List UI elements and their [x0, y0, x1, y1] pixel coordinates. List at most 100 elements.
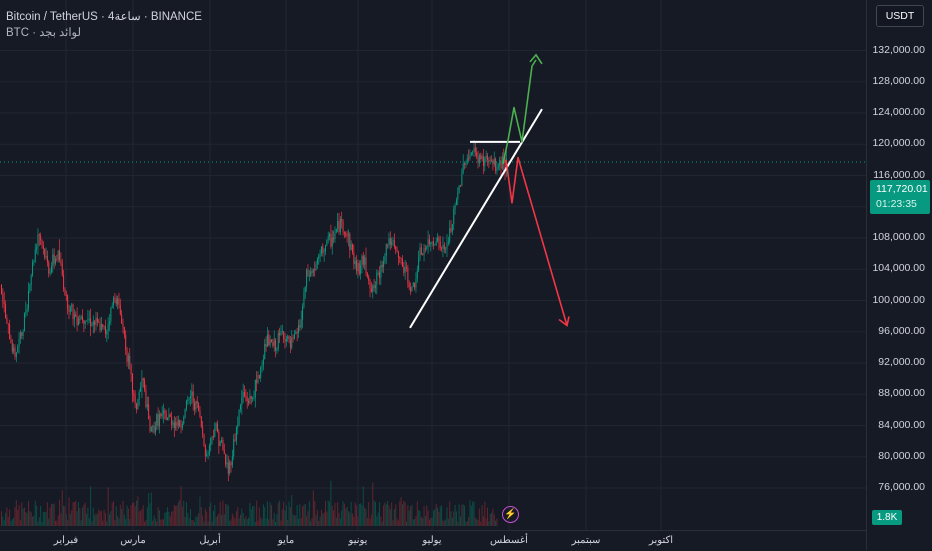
candle-body [160, 414, 162, 417]
volume-bar [415, 516, 417, 526]
price-chart[interactable] [0, 0, 866, 530]
candle-body [392, 240, 394, 242]
volume-bar [439, 506, 441, 526]
volume-bar [127, 508, 129, 526]
volume-bar [438, 511, 440, 526]
candle-body [71, 304, 73, 307]
volume-bar [272, 519, 274, 526]
currency-button[interactable]: USDT [876, 5, 924, 27]
volume-bar [473, 501, 475, 526]
candle-body [23, 313, 25, 332]
candle-body [150, 427, 152, 432]
candle-body [218, 432, 220, 446]
volume-bar [299, 504, 301, 526]
volume-bar [184, 516, 186, 526]
candle-body [146, 404, 148, 408]
candle-body [361, 255, 363, 266]
candle-body [482, 156, 484, 167]
volume-bar [357, 516, 359, 526]
candle-body [172, 422, 174, 425]
volume-bar [149, 503, 151, 526]
volume-bar [218, 513, 220, 526]
volume-bar [289, 507, 291, 526]
volume-bar [353, 516, 355, 526]
volume-bar [42, 512, 44, 526]
volume-bar [225, 504, 227, 526]
volume-bar [32, 516, 34, 526]
price-axis[interactable]: 76,000.00 80,000.00 84,000.00 88,000.00 92,0… [866, 0, 932, 550]
price-tick-label: 108,000.00 [872, 231, 925, 243]
candle-body [426, 247, 428, 249]
volume-bar [60, 513, 62, 526]
candles [1, 140, 507, 482]
candle-body [175, 422, 177, 428]
candle-body [179, 420, 181, 427]
candle-body [42, 245, 44, 249]
volume-bar [52, 504, 54, 526]
volume-bar [419, 510, 421, 526]
volume-bar [163, 519, 164, 526]
volume-bar [56, 520, 58, 526]
time-tick-label: مارس [120, 535, 146, 546]
volume-bar [262, 504, 264, 526]
candle-body [496, 167, 498, 172]
volume-bar [268, 519, 270, 526]
volume-bar [3, 520, 5, 526]
volume-bar [253, 506, 255, 526]
candle-body [504, 164, 506, 170]
candle-body [44, 248, 46, 258]
volume-bar [175, 505, 177, 526]
symbol-title[interactable]: Bitcoin / TetherUS · 4ساعة · BINANCE [6, 11, 202, 23]
volume-bar [68, 497, 70, 526]
candle-body [142, 378, 144, 380]
volume-bar [449, 501, 451, 526]
candle-body [131, 374, 133, 394]
candle-body [464, 163, 466, 165]
candle-body [275, 339, 277, 351]
candle-body [411, 286, 413, 292]
volume-bar [254, 521, 256, 526]
candle-body [406, 267, 407, 268]
candle-body [46, 256, 48, 263]
candle-body [354, 260, 356, 265]
candle-body [36, 247, 38, 250]
volume-bar [273, 513, 275, 526]
price-tick-label: 84,000.00 [878, 418, 925, 431]
candle-body [245, 395, 247, 398]
volume-bar [391, 502, 393, 526]
volume-bar [110, 511, 112, 526]
volume-bar [183, 500, 185, 526]
candle-body [377, 272, 379, 274]
candle-body [73, 314, 75, 320]
candle-body [280, 331, 282, 336]
time-tick-label: اكتوبر [648, 535, 674, 546]
volume-bar [397, 520, 399, 526]
time-axis[interactable]: فبراير مارس أبريل مايو يونيو يوليو أغسطس سبتمبر… [0, 530, 866, 551]
price-tick-label: 104,000.00 [872, 262, 925, 275]
candle-body [26, 308, 28, 313]
volume-bar [343, 503, 345, 526]
candle-body [196, 400, 198, 404]
flash-icon[interactable]: ⚡ [502, 506, 519, 523]
volume-bar [319, 516, 321, 526]
volume-bar [109, 514, 110, 526]
candle-body [435, 241, 437, 245]
volume-bar [465, 521, 467, 526]
volume-bar [150, 492, 152, 526]
candle-body [431, 241, 433, 243]
candle-body [277, 333, 279, 349]
candle-body [349, 233, 351, 250]
volume-bar [238, 518, 240, 526]
candle-body [480, 155, 482, 159]
candle-body [346, 235, 348, 237]
volume-bar [165, 511, 167, 526]
volume-bar [320, 510, 322, 526]
candle-body [246, 397, 248, 401]
indicator-label[interactable]: BTC · لوائد بجد [6, 27, 81, 39]
volume-bar [171, 511, 173, 526]
candle-body [314, 269, 316, 271]
volume-bar [281, 509, 283, 526]
candle-body [6, 317, 8, 324]
volume-bar [485, 518, 487, 526]
candle-body [102, 324, 104, 327]
